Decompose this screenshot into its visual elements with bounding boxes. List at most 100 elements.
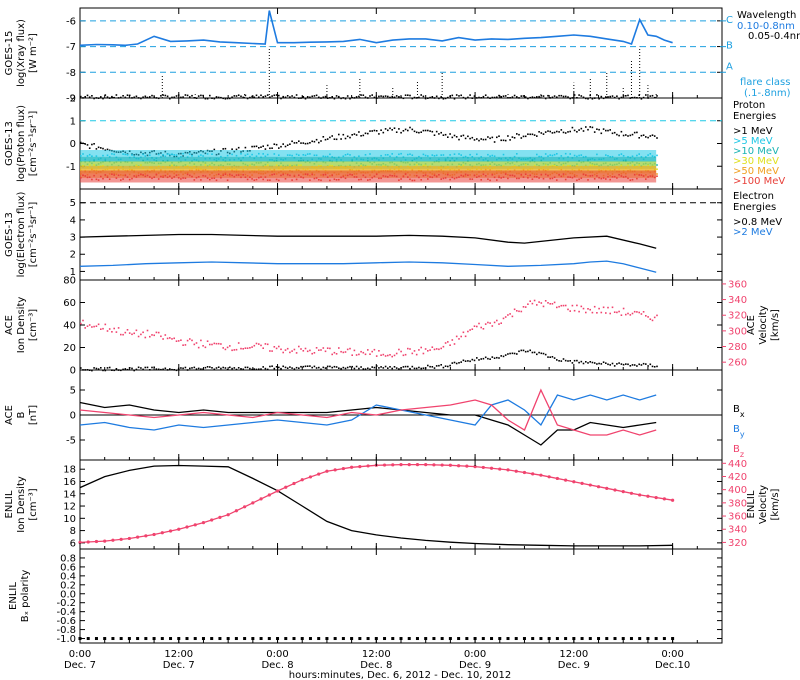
y-tick-label: -0.8 — [56, 625, 76, 636]
data-point — [542, 352, 545, 355]
data-point — [324, 95, 327, 98]
data-point — [173, 96, 175, 99]
data-point — [325, 469, 329, 473]
data-point — [399, 463, 403, 467]
data-point — [572, 480, 576, 484]
data-point — [302, 365, 305, 368]
data-point — [169, 368, 171, 370]
series-ion-density — [80, 349, 658, 372]
data-point — [391, 367, 393, 370]
data-point — [266, 368, 269, 371]
data-point — [259, 497, 263, 501]
data-point — [340, 367, 342, 370]
data-point — [311, 95, 313, 98]
data-point — [640, 364, 643, 366]
data-point — [260, 146, 262, 148]
data-point — [389, 366, 391, 368]
data-point — [596, 485, 601, 489]
data-point — [496, 356, 498, 359]
data-point — [189, 367, 191, 370]
data-point — [576, 131, 578, 133]
data-point — [458, 95, 460, 97]
data-point — [524, 350, 527, 353]
data-point — [88, 96, 91, 98]
data-point — [367, 367, 369, 370]
data-point — [215, 367, 218, 369]
data-point — [278, 345, 280, 348]
data-point — [482, 357, 485, 360]
data-point — [78, 540, 82, 545]
data-point — [489, 358, 491, 360]
data-point — [424, 129, 427, 132]
x-tick-day: Dec.10 — [655, 660, 690, 671]
flare-class-label: A — [726, 61, 733, 72]
data-point — [591, 126, 594, 129]
data-point — [642, 311, 645, 313]
data-point — [471, 328, 474, 330]
data-point — [104, 323, 107, 326]
data-point — [210, 518, 214, 522]
data-point — [573, 309, 576, 312]
data-point — [269, 96, 271, 98]
data-point — [220, 367, 222, 370]
x-tick-day: Dec. 9 — [558, 660, 590, 671]
data-point — [124, 96, 127, 99]
data-point — [231, 349, 233, 352]
data-point — [645, 363, 647, 365]
data-point — [636, 131, 638, 134]
data-point — [235, 348, 238, 351]
data-point — [133, 96, 135, 99]
data-point — [489, 322, 491, 324]
data-point — [642, 134, 645, 136]
data-point — [371, 366, 373, 368]
data-point — [162, 368, 164, 371]
data-point — [291, 95, 293, 97]
data-point — [333, 365, 336, 368]
data-point — [222, 347, 224, 349]
data-point — [271, 147, 273, 149]
data-point — [137, 366, 140, 369]
data-point — [540, 302, 543, 304]
data-point — [455, 136, 458, 138]
data-point — [654, 495, 658, 500]
data-point — [553, 95, 556, 97]
data-point — [487, 96, 489, 99]
panel-ace-mag: 5 0 -5 ACE B [nT] — [4, 369, 723, 461]
data-point — [360, 366, 362, 368]
data-point — [589, 361, 591, 363]
data-point — [409, 367, 411, 370]
data-point — [618, 310, 620, 313]
data-point — [458, 362, 460, 364]
data-point — [338, 133, 340, 136]
data-point — [280, 145, 282, 148]
y-tick-label-right: 300 — [728, 326, 747, 337]
data-point — [266, 343, 269, 346]
x-tick-day: Dec. 8 — [261, 660, 293, 671]
data-point — [457, 464, 461, 468]
data-point — [164, 334, 167, 336]
data-point — [538, 301, 540, 303]
data-point — [398, 368, 400, 370]
data-point — [453, 134, 456, 137]
data-point — [611, 306, 614, 309]
data-point — [171, 96, 173, 99]
data-point — [333, 637, 337, 641]
data-point — [447, 365, 449, 368]
data-point — [400, 131, 402, 134]
data-point — [420, 94, 422, 96]
data-point — [593, 131, 596, 133]
data-point — [547, 94, 549, 97]
data-point — [613, 311, 616, 313]
data-point — [226, 637, 230, 641]
data-point — [549, 130, 551, 133]
data-point — [451, 136, 454, 139]
data-point — [266, 144, 269, 147]
data-point — [511, 352, 514, 355]
data-point — [367, 132, 369, 135]
data-point — [266, 94, 269, 96]
data-point — [567, 308, 569, 311]
data-point — [415, 131, 418, 134]
data-point — [242, 96, 244, 99]
data-point — [273, 94, 276, 97]
